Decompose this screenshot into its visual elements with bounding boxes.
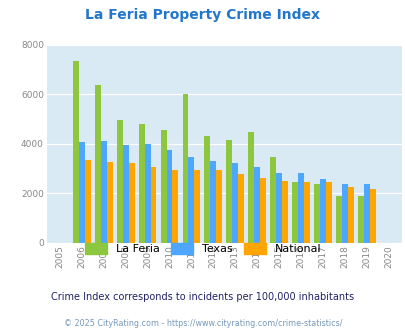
Bar bbox=[232, 163, 238, 243]
Bar bbox=[128, 163, 134, 243]
Bar bbox=[303, 182, 309, 243]
Bar bbox=[216, 170, 222, 243]
Bar bbox=[357, 195, 363, 243]
Bar bbox=[100, 141, 107, 243]
Bar bbox=[139, 124, 144, 243]
Bar bbox=[117, 120, 122, 243]
Bar bbox=[210, 161, 216, 243]
Bar bbox=[182, 94, 188, 243]
Bar bbox=[95, 85, 100, 243]
Bar bbox=[85, 160, 90, 243]
Bar bbox=[319, 180, 325, 243]
Bar bbox=[313, 184, 319, 243]
Bar bbox=[260, 178, 265, 243]
Bar bbox=[325, 182, 331, 243]
Bar bbox=[281, 181, 287, 243]
Bar bbox=[226, 140, 232, 243]
Bar bbox=[160, 130, 166, 243]
Bar bbox=[204, 136, 210, 243]
Bar bbox=[341, 184, 347, 243]
Text: Crime Index corresponds to incidents per 100,000 inhabitants: Crime Index corresponds to incidents per… bbox=[51, 292, 354, 302]
Bar bbox=[144, 144, 150, 243]
Bar bbox=[270, 157, 275, 243]
Bar bbox=[79, 142, 85, 243]
Bar bbox=[172, 170, 178, 243]
Bar bbox=[248, 132, 254, 243]
Bar bbox=[297, 173, 303, 243]
Bar bbox=[150, 167, 156, 243]
Bar bbox=[363, 184, 369, 243]
Bar bbox=[347, 187, 353, 243]
Bar bbox=[254, 167, 260, 243]
Bar bbox=[292, 182, 297, 243]
Bar bbox=[73, 61, 79, 243]
Bar bbox=[166, 150, 172, 243]
Bar bbox=[194, 170, 200, 243]
Bar bbox=[122, 145, 128, 243]
Bar bbox=[188, 157, 194, 243]
Text: La Feria Property Crime Index: La Feria Property Crime Index bbox=[85, 8, 320, 22]
Bar bbox=[335, 195, 341, 243]
Bar bbox=[238, 175, 243, 243]
Legend: La Feria, Texas, National: La Feria, Texas, National bbox=[80, 238, 325, 258]
Text: © 2025 CityRating.com - https://www.cityrating.com/crime-statistics/: © 2025 CityRating.com - https://www.city… bbox=[64, 319, 341, 328]
Bar bbox=[107, 162, 112, 243]
Bar bbox=[369, 189, 375, 243]
Bar bbox=[275, 173, 281, 243]
